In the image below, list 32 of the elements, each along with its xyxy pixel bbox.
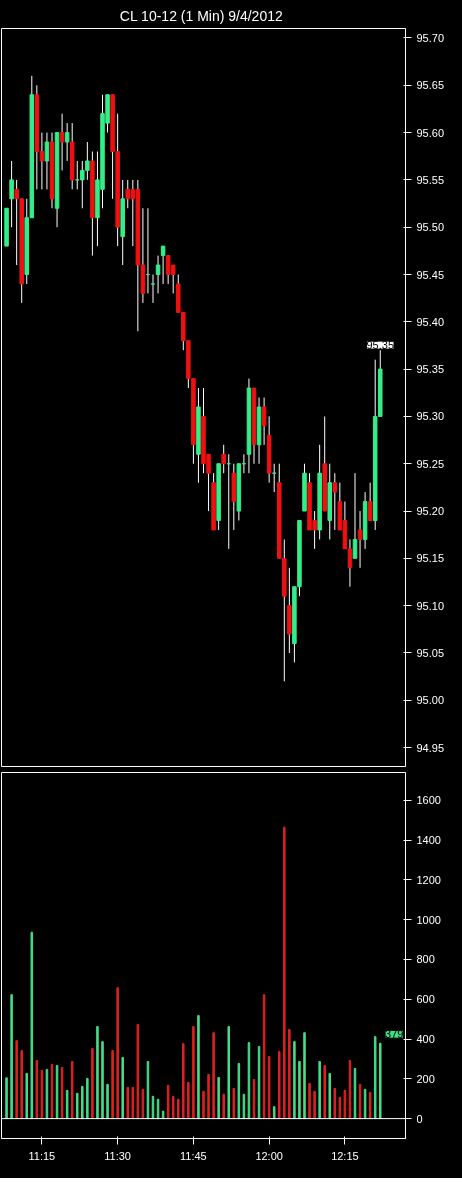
y-tick-label: 95.45 — [416, 268, 445, 281]
chart-title: CL 10-12 (1 Min) 9/4/2012 — [119, 7, 283, 24]
y-tick-label: 95.50 — [416, 221, 445, 234]
y-tick-label: 95.70 — [416, 31, 445, 44]
x-tick-label: 11:45 — [180, 1149, 207, 1162]
y-tick-label: 1200 — [416, 873, 441, 886]
y-tick-label: 95.20 — [416, 505, 445, 518]
y-tick-label: 94.95 — [416, 741, 445, 754]
y-tick-label: 0 — [416, 1112, 423, 1125]
y-tick-label: 95.00 — [416, 694, 445, 707]
y-tick-label: 1400 — [416, 834, 441, 847]
y-tick-label: 95.35 — [416, 363, 445, 376]
y-tick-label: 95.15 — [416, 552, 445, 565]
y-tick-label: 95.65 — [416, 79, 445, 92]
x-tick-label: 12:15 — [331, 1149, 359, 1162]
y-tick-label: 1000 — [416, 913, 441, 926]
x-tick-label: 11:15 — [28, 1149, 56, 1162]
y-tick-label: 800 — [416, 953, 435, 966]
y-tick-label: 95.60 — [416, 126, 445, 139]
y-tick-label: 400 — [416, 1033, 435, 1046]
y-tick-label: 95.55 — [416, 173, 445, 186]
y-tick-label: 95.25 — [416, 457, 445, 470]
y-tick-label: 95.40 — [416, 315, 445, 328]
y-tick-label: 95.10 — [416, 599, 445, 612]
y-tick-label: 200 — [416, 1072, 435, 1085]
annotation: 95.35 — [366, 339, 395, 352]
y-tick-label: 95.05 — [416, 646, 445, 659]
y-tick-label: 600 — [416, 993, 435, 1006]
x-tick-label: 11:30 — [104, 1149, 132, 1162]
y-tick-label: 1600 — [416, 794, 441, 807]
x-tick-label: 12:00 — [255, 1149, 283, 1162]
y-tick-label: 95.30 — [416, 410, 445, 423]
